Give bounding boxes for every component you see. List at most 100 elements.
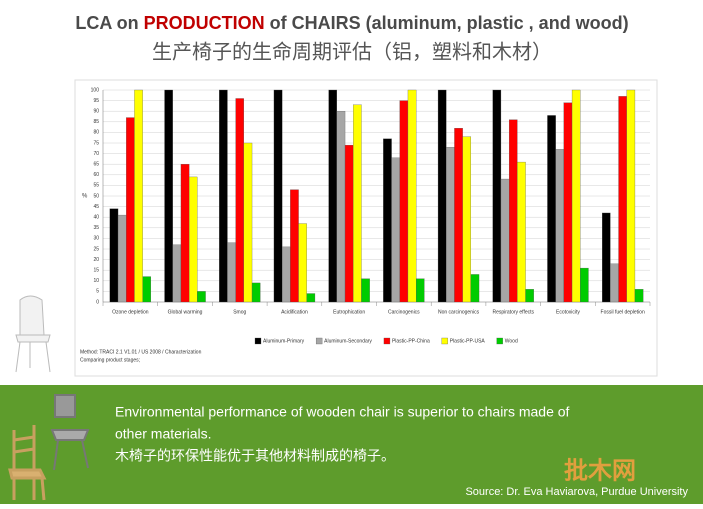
bar [227,242,236,303]
y-tick-label: 80 [93,130,99,136]
y-tick-label: 0 [96,299,99,305]
slide-title: LCA on PRODUCTION of CHAIRS (aluminum, p… [75,13,628,33]
y-tick-label: 65 [93,162,99,168]
bar [454,128,463,303]
conclusion-text: Environmental performance of wooden chai… [115,404,570,420]
bar [500,178,510,303]
bar [571,89,581,303]
bar [383,138,392,303]
bar [126,117,135,303]
source: Source: Dr. Eva Haviarova, Purdue Univer… [465,486,688,498]
y-tick-label: 100 [91,87,100,93]
conclusion-text: other materials. [115,426,211,442]
x-tick-label: Global warming [168,309,203,315]
bar [555,149,565,303]
title-end: of CHAIRS (aluminum, plastic , and wood) [265,13,629,33]
legend-label: Aluminum-Primary [263,338,305,344]
x-tick-label: Carcinogenics [388,309,420,315]
legend-swatch [441,337,448,345]
bar [117,214,127,303]
bar [197,291,206,303]
bar [361,278,370,303]
y-axis-label: % [82,194,88,200]
bar [492,89,502,303]
y-tick-label: 70 [93,151,99,157]
wood-chair-icon [8,425,47,501]
y-tick-label: 35 [93,225,99,231]
y-tick-label: 85 [93,119,99,125]
bar [298,223,307,303]
y-tick-label: 90 [93,109,99,115]
bar [626,89,636,303]
bar [164,89,173,303]
bar [235,98,244,303]
x-tick-label: Acidification [281,309,308,315]
y-tick-label: 5 [96,289,99,295]
title-start: LCA on [75,13,143,33]
x-tick-label: Fossil fuel depletion [601,309,645,315]
bar [273,89,283,303]
y-tick-label: 20 [93,257,99,263]
watermark: 批木网 [564,457,636,484]
plastic-chair-icon [15,295,51,373]
legend-label: Aluminum-Secondary [324,338,372,344]
bar [188,176,198,303]
bar [446,147,455,303]
subtitle: 生产椅子的生命周期评估（铝，塑料和木材） [152,40,552,63]
method-note: Method: TRACI 2.1 V1.01 / US 2008 / Char… [80,349,202,355]
bar [134,89,143,303]
y-tick-label: 30 [93,236,99,242]
bar [142,276,151,303]
legend-swatch [383,337,391,345]
bar [290,189,299,303]
bar [353,104,362,303]
bar [344,144,354,303]
bar [391,157,400,303]
legend-swatch [315,337,323,345]
bar [525,289,534,303]
bar [415,278,425,303]
y-tick-label: 45 [93,204,99,210]
x-tick-label: Eutrophication [333,309,365,315]
bar [437,89,447,303]
x-tick-label: Smog [233,309,246,315]
legend-label: Wood [505,338,518,344]
bar [243,142,253,303]
bar [407,89,417,303]
bar [563,102,573,303]
bar [517,161,526,303]
bar [109,208,119,303]
legend-swatch [254,337,262,345]
title-highlight: PRODUCTION [144,13,265,33]
x-tick-label: Non carcinogenics [438,309,480,315]
legend-label: Plastic-PP-USA [450,338,486,344]
conclusion-chinese: 木椅子的环保性能优于其他材料制成的椅子。 [115,448,395,464]
y-tick-label: 10 [93,278,99,284]
y-tick-label: 55 [93,183,99,189]
bar [281,246,291,303]
bar [180,164,190,303]
y-tick-label: 50 [93,193,99,199]
y-tick-label: 25 [93,246,99,252]
bar [508,119,518,303]
y-tick-label: 95 [93,98,99,104]
x-tick-label: Ecotoxicity [556,309,580,315]
y-tick-label: 75 [93,140,99,146]
bar [580,267,589,303]
legend-label: Plastic-PP-China [392,338,430,344]
metal-chair-icon [50,394,90,471]
bar [618,96,627,303]
bar [634,289,644,303]
conclusion-band [0,385,703,504]
bar [219,89,228,303]
bar [336,111,346,303]
method-note: Comparing product stages; [80,357,140,363]
y-tick-label: 60 [93,172,99,178]
bar [547,115,556,303]
bar [610,263,619,303]
bar [251,282,261,303]
x-tick-label: Ozone depletion [112,309,149,315]
bar [470,274,480,303]
y-tick-label: 15 [93,268,99,274]
